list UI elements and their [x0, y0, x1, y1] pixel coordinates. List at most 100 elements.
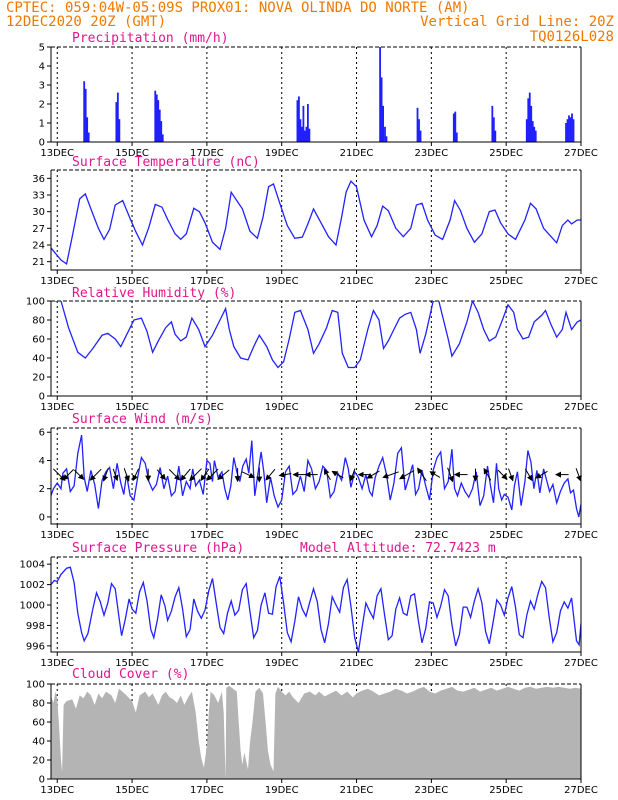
precip-bar	[116, 92, 119, 142]
x-tick-label: 17DEC	[190, 402, 224, 413]
x-tick-label: 17DEC	[190, 658, 224, 669]
x-tick-label: 25DEC	[489, 658, 523, 669]
temperature-series-line	[51, 179, 581, 265]
panel-title: Surface Pressure (hPa)	[72, 541, 244, 556]
x-tick-label: 15DEC	[115, 148, 149, 159]
precip-bar	[416, 107, 419, 142]
panel-frame	[50, 684, 582, 780]
precip-bar	[304, 130, 306, 142]
y-tick-label: 60	[32, 335, 45, 346]
panel-frame	[50, 170, 582, 271]
y-tick-label: 0	[39, 138, 45, 149]
y-tick-label: 80	[32, 699, 45, 710]
wind-arrow	[189, 468, 202, 482]
precip-bar	[83, 81, 86, 142]
precip-bar	[118, 119, 121, 142]
y-tick-label: 0	[39, 392, 45, 403]
precip-bar	[531, 121, 534, 142]
x-tick-label: 21DEC	[340, 402, 374, 413]
wind-arrow	[180, 468, 191, 481]
panels-group: 0 1 2 3 4 5 13DEC 15DEC 17DEC 19DEC 21DEC 23DEC 25DE…	[20, 31, 598, 796]
panel-title: Surface Temperature (nC)	[72, 155, 260, 170]
precip-bar	[86, 117, 89, 142]
x-tick-label: 23DEC	[414, 276, 448, 287]
precip-bar	[84, 88, 87, 142]
panel-cloud-cover: 0 20 40 60 80 100 13DEC 15DEC 17DEC 19DEC 21DEC 23D…	[26, 667, 598, 796]
x-tick-label: 13DEC	[40, 658, 74, 669]
x-tick-label: 27DEC	[564, 785, 598, 796]
x-tick-label: 21DEC	[340, 658, 374, 669]
precip-bar	[154, 90, 157, 142]
x-tick-label: 17DEC	[190, 530, 224, 541]
x-tick-label: 23DEC	[414, 402, 448, 413]
precip-bar	[155, 94, 158, 142]
y-tick-label: 30	[32, 207, 45, 218]
precip-bar	[566, 119, 569, 142]
model-altitude-label: Model Altitude: 72.7423 m	[300, 541, 496, 556]
wind-arrow	[524, 468, 533, 482]
wind-arrow	[217, 469, 230, 480]
wind-arrow	[535, 470, 548, 479]
x-tick-label: 15DEC	[115, 658, 149, 669]
precip-bar	[568, 115, 570, 142]
precip-bar	[452, 113, 455, 142]
wind-arrow	[62, 469, 74, 481]
x-tick-label: 21DEC	[340, 276, 374, 287]
y-tick-label: 80	[32, 316, 45, 327]
wind-arrow	[168, 469, 181, 481]
x-tick-label: 27DEC	[564, 148, 598, 159]
wind-arrow	[241, 471, 256, 479]
x-tick-label: 27DEC	[564, 402, 598, 413]
precip-bar	[158, 109, 161, 142]
precip-bar	[115, 102, 118, 142]
y-tick-label: 0	[39, 775, 45, 786]
wind-arrow	[349, 468, 356, 482]
wind-arrow	[429, 471, 441, 478]
y-tick-label: 6	[39, 428, 45, 439]
x-tick-label: 27DEC	[564, 658, 598, 669]
panel-frame	[50, 428, 582, 525]
x-tick-label: 25DEC	[489, 276, 523, 287]
wind-arrow	[575, 468, 582, 482]
x-tick-label: 25DEC	[489, 785, 523, 796]
x-tick-label: 21DEC	[340, 785, 374, 796]
x-tick-label: 13DEC	[40, 148, 74, 159]
wind-arrow	[200, 468, 210, 482]
wind-arrow	[156, 469, 166, 481]
x-tick-label: 21DEC	[340, 148, 374, 159]
wind-arrow	[89, 468, 102, 481]
x-tick-label: 21DEC	[340, 530, 374, 541]
wind-arrow	[399, 470, 415, 480]
wind-arrow	[73, 469, 85, 480]
precip-bar	[160, 121, 163, 142]
x-tick-label: 13DEC	[40, 276, 74, 287]
x-tick-label: 15DEC	[115, 402, 149, 413]
x-tick-label: 23DEC	[414, 530, 448, 541]
panel-pressure: 996 998 1000 1002 1004 13DEC 15DEC 17DEC 19DEC 21…	[20, 541, 598, 669]
precip-bar	[525, 119, 528, 142]
y-tick-label: 0	[39, 512, 45, 523]
y-tick-label: 3	[39, 81, 45, 92]
x-tick-label: 25DEC	[489, 402, 523, 413]
header-run-time: 12DEC2020 20Z (GMT)	[6, 14, 166, 30]
wind-arrow	[102, 468, 109, 482]
precip-bar	[569, 117, 572, 142]
y-tick-label: 40	[32, 354, 45, 365]
y-tick-label: 40	[32, 737, 45, 748]
y-tick-label: 996	[26, 641, 45, 652]
wind-arrow	[206, 468, 219, 481]
y-tick-label: 4	[39, 456, 45, 467]
precip-bar	[533, 126, 536, 142]
header-station-line: CPTEC: 059:04W-05:09S PROX01: NOVA OLIND…	[6, 0, 470, 16]
precip-bar	[298, 96, 300, 142]
y-tick-label: 33	[32, 191, 45, 202]
y-tick-label: 2	[39, 484, 45, 495]
panel-frame	[50, 47, 582, 143]
wind-arrow	[331, 470, 344, 479]
x-tick-label: 23DEC	[414, 785, 448, 796]
precip-bar	[301, 126, 303, 142]
wind-arrow	[447, 467, 454, 483]
x-tick-label: 23DEC	[414, 148, 448, 159]
precip-bar	[492, 117, 495, 142]
